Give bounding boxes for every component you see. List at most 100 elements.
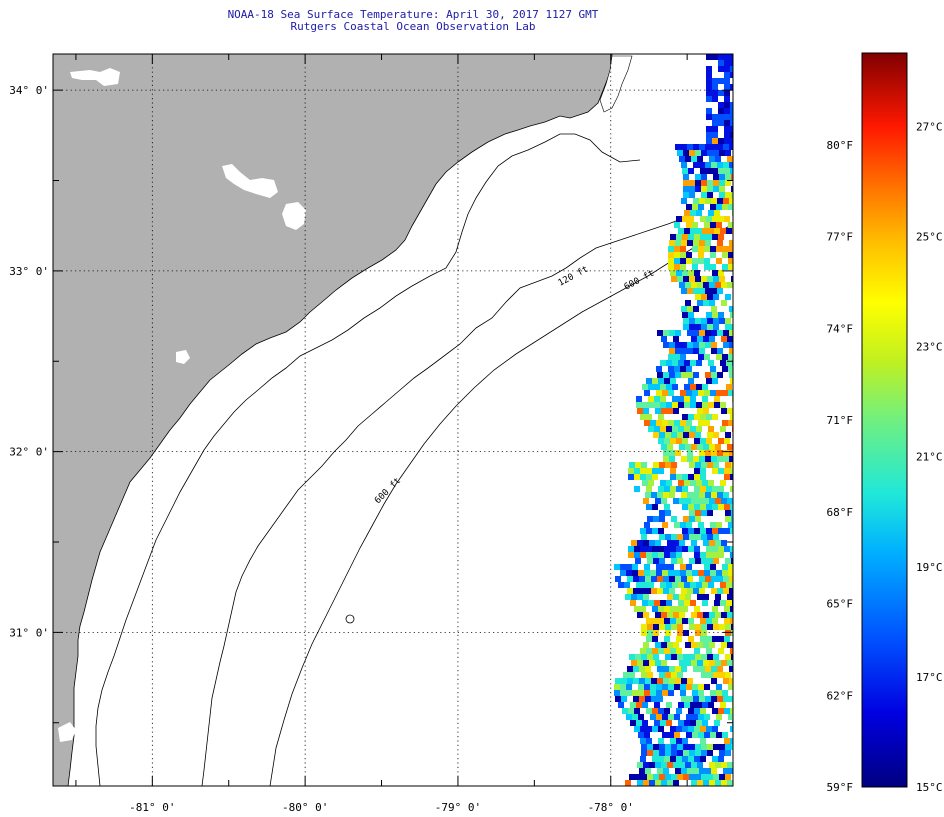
sst-pixel (640, 468, 646, 474)
sst-pixel (647, 774, 653, 780)
sst-pixel (719, 672, 725, 678)
sst-pixel (728, 204, 733, 210)
sst-pixel (701, 150, 707, 156)
sst-pixel (721, 612, 727, 618)
sst-pixel (707, 432, 713, 438)
sst-pixel (701, 534, 707, 540)
sst-pixel (631, 594, 637, 600)
sst-pixel (730, 138, 733, 144)
sst-pixel (686, 570, 692, 576)
sst-pixel (618, 582, 624, 588)
sst-pixel (706, 618, 712, 624)
sst-pixel (682, 756, 688, 762)
sst-pixel (702, 480, 708, 486)
sst-pixel (709, 612, 715, 618)
sst-pixel (725, 462, 731, 468)
sst-pixel (640, 546, 646, 552)
sst-pixel (720, 426, 726, 432)
sst-pixel (651, 576, 657, 582)
sst-pixel (649, 540, 655, 546)
sst-pixel (696, 702, 702, 708)
sst-pixel (650, 714, 656, 720)
sst-pixel (680, 252, 686, 258)
sst-pixel (688, 618, 694, 624)
sst-pixel (688, 546, 694, 552)
sst-pixel (690, 384, 696, 390)
colorbar-f-labels: 80°F 77°F 74°F 71°F 68°F 65°F 62°F 59°F (827, 139, 854, 794)
sst-pixel (645, 588, 651, 594)
sst-pixel (693, 348, 699, 354)
sst-pixel (709, 336, 715, 342)
sst-pixel (663, 768, 669, 774)
sst-pixel (693, 372, 699, 378)
sst-pixel (706, 84, 712, 90)
lat-label: 32° 0' (9, 446, 49, 459)
sst-pixel (684, 210, 690, 216)
sst-pixel (620, 684, 626, 690)
sst-pixel (643, 408, 649, 414)
sst-pixel (721, 762, 727, 768)
sst-pixel (662, 564, 668, 570)
sst-pixel (696, 720, 702, 726)
sst-pixel (670, 618, 676, 624)
sst-pixel (728, 522, 733, 528)
sst-pixel (681, 696, 687, 702)
sst-pixel (696, 228, 702, 234)
sst-pixel (668, 258, 674, 264)
sst-pixel (640, 756, 646, 762)
contour-60ft (95, 133, 641, 786)
sst-pixel (688, 474, 694, 480)
sst-pixel (724, 108, 730, 114)
sst-pixel (708, 210, 714, 216)
sst-pixel (657, 492, 663, 498)
sst-pixel (716, 684, 722, 690)
sst-pixel (625, 780, 631, 786)
sst-pixel (692, 390, 698, 396)
sst-pixel (662, 420, 668, 426)
sst-pixel (717, 372, 723, 378)
sst-pixel (717, 330, 723, 336)
sst-pixel (668, 252, 674, 258)
sst-pixel (707, 750, 713, 756)
sst-pixel (664, 378, 670, 384)
sst-pixel (693, 492, 699, 498)
sst-pixel (666, 600, 672, 606)
sst-pixel (695, 318, 701, 324)
sst-pixel (706, 78, 712, 84)
sst-pixel (709, 282, 715, 288)
sst-pixel (713, 558, 719, 564)
sst-pixel (704, 264, 710, 270)
sst-pixel (687, 288, 693, 294)
sst-pixel (681, 288, 687, 294)
sst-pixel (649, 780, 655, 786)
sst-pixel (703, 444, 709, 450)
sst-pixel (717, 588, 723, 594)
sst-pixel (658, 606, 664, 612)
sst-pixel (700, 738, 706, 744)
sst-pixel (641, 534, 647, 540)
sst-pixel (706, 234, 712, 240)
sst-pixel (724, 114, 730, 120)
sst-pixel (695, 534, 701, 540)
sst-pixel (725, 192, 731, 198)
sst-pixel (705, 288, 711, 294)
sst-pixel (655, 762, 661, 768)
sst-pixel (658, 438, 664, 444)
sst-pixel (730, 54, 733, 60)
sst-pixel (725, 624, 731, 630)
sst-pixel (716, 522, 722, 528)
sst-pixel (706, 312, 712, 318)
sst-pixel (683, 654, 689, 660)
sst-pixel (719, 186, 725, 192)
sst-pixel (683, 516, 689, 522)
sst-pixel (646, 414, 652, 420)
sst-pixel (681, 306, 687, 312)
sst-pixel (711, 492, 717, 498)
sst-pixel (653, 630, 659, 636)
sst-pixel (658, 708, 664, 714)
sst-pixel (680, 390, 686, 396)
sst-pixel (663, 450, 669, 456)
sst-pixel (680, 564, 686, 570)
sst-pixel (716, 354, 722, 360)
sst-pixel (706, 726, 712, 732)
